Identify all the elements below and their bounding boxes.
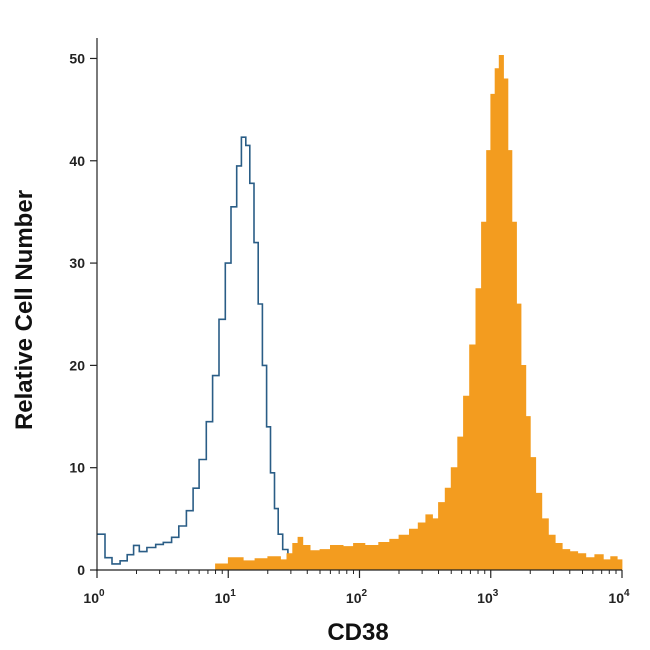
x-tick-label: 103 [477,588,499,606]
x-tick-label: 104 [608,588,630,606]
y-axis-title: Relative Cell Number [11,190,38,430]
axes-layer [96,38,622,571]
histogram-series-2 [215,55,623,571]
y-tick-label: 30 [69,255,85,271]
series-layer [97,55,623,571]
x-axis-title: CD38 [327,619,388,646]
x-tick-label: 102 [346,588,368,606]
y-tick-label: 50 [69,50,85,66]
y-tick-label: 10 [69,460,85,476]
x-tick-label: 101 [215,588,237,606]
histogram-series-1 [97,136,298,569]
y-tick-label: 0 [77,562,85,578]
x-tick-label: 100 [83,588,105,606]
ticks-layer: 0 10 20 30 40 50 100 101 102 103 104 [69,50,630,606]
y-tick-label: 20 [69,357,85,373]
y-tick-label: 40 [69,153,85,169]
